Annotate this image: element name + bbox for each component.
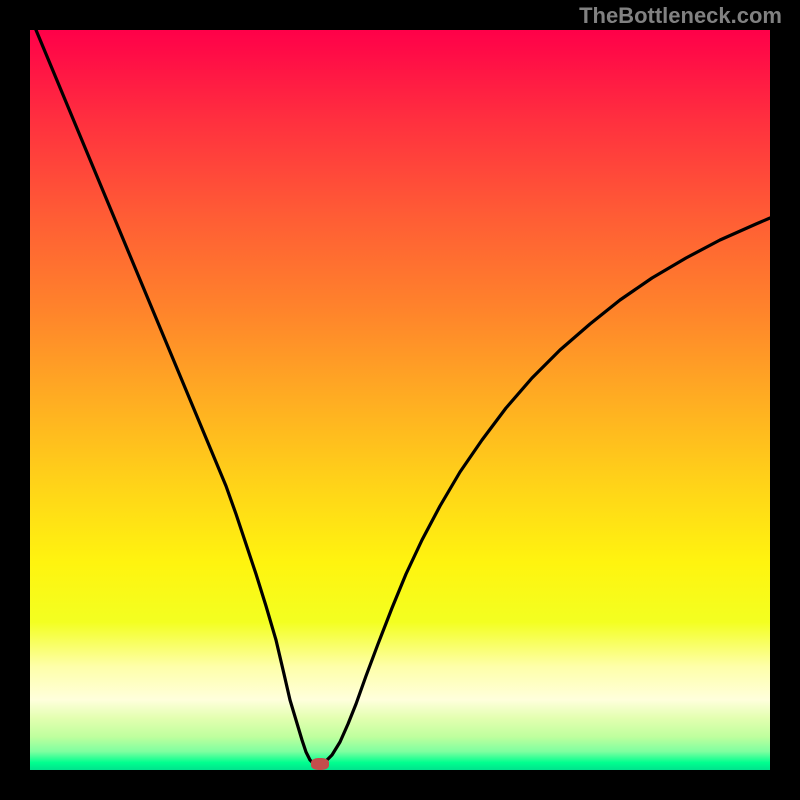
plot-area (30, 30, 770, 770)
chart-container: TheBottleneck.com (0, 0, 800, 800)
bottleneck-curve (0, 0, 800, 800)
watermark-text: TheBottleneck.com (579, 3, 782, 29)
optimum-marker (311, 758, 329, 770)
curve-path (36, 30, 770, 765)
